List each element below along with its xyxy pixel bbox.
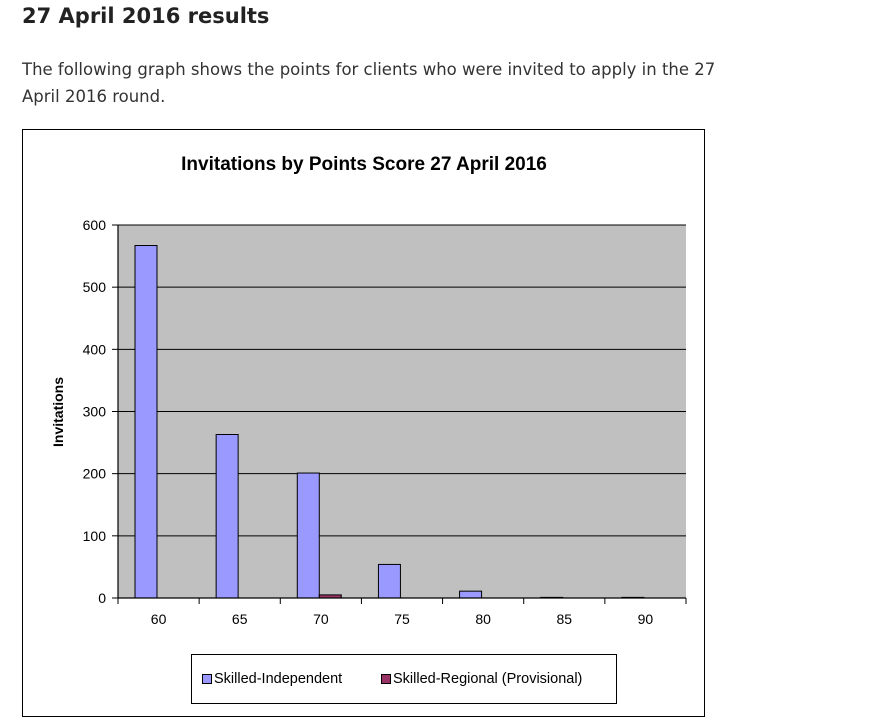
y-tick-label: 400 bbox=[83, 341, 107, 357]
bars bbox=[134, 245, 645, 599]
x-tick-label: 65 bbox=[232, 611, 248, 627]
y-tick-label: 200 bbox=[83, 466, 107, 482]
x-ticks: 60 65 70 75 80 85 90 bbox=[117, 598, 687, 627]
legend-swatch bbox=[202, 674, 212, 684]
x-tick-label: 60 bbox=[151, 611, 167, 627]
y-tick-label: 0 bbox=[98, 590, 106, 606]
y-tick-label: 300 bbox=[83, 404, 107, 420]
bar-skilled-independent bbox=[459, 590, 483, 599]
x-tick-label: 80 bbox=[475, 611, 491, 627]
y-tick-label: 100 bbox=[83, 528, 107, 544]
x-tick-label: 70 bbox=[313, 611, 329, 627]
x-tick-label: 90 bbox=[638, 611, 654, 627]
legend-label: Skilled-Regional (Provisional) bbox=[393, 671, 583, 687]
y-ticks: 0 100 200 300 400 500 600 bbox=[83, 217, 118, 606]
legend-item-skilled-independent: Skilled-Independent bbox=[202, 671, 342, 687]
gridlines bbox=[118, 224, 686, 537]
x-tick-label: 85 bbox=[556, 611, 572, 627]
legend-item-skilled-regional: Skilled-Regional (Provisional) bbox=[381, 671, 582, 687]
y-tick-label: 600 bbox=[83, 217, 107, 233]
bar-skilled-independent bbox=[377, 563, 401, 599]
page-title: 27 April 2016 results bbox=[22, 4, 270, 28]
x-tick-label: 75 bbox=[394, 611, 410, 627]
chart-legend: Skilled-Independent Skilled-Regional (Pr… bbox=[191, 654, 617, 704]
legend-swatch bbox=[381, 674, 391, 684]
y-axis-label: Invitations bbox=[50, 377, 66, 447]
bar-skilled-independent bbox=[215, 434, 239, 599]
bar-skilled-independent bbox=[134, 245, 158, 599]
legend-label: Skilled-Independent bbox=[214, 671, 343, 687]
y-tick-label: 500 bbox=[83, 279, 107, 295]
intro-text: The following graph shows the points for… bbox=[22, 60, 716, 106]
bar-skilled-independent bbox=[296, 472, 320, 599]
chart-title: Invitations by Points Score 27 April 201… bbox=[181, 154, 547, 175]
